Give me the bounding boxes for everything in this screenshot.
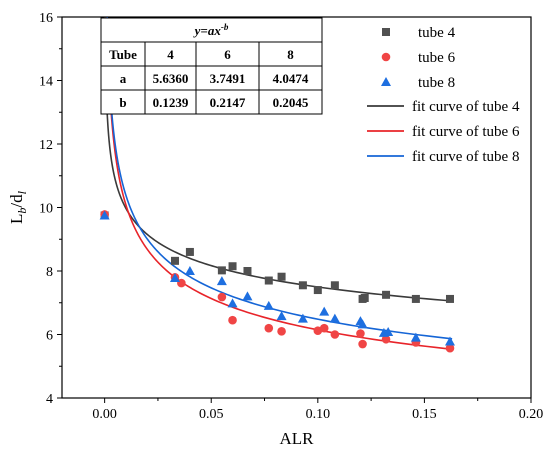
table-cell: 0.1239 [153, 95, 189, 110]
legend-label: tube 4 [418, 25, 456, 41]
data-point-circle [264, 323, 274, 333]
table-cell: 5.6360 [153, 71, 189, 86]
data-point-square [264, 276, 273, 285]
data-point-triangle [184, 266, 195, 275]
x-tick-label: 0.05 [199, 407, 224, 422]
table-cell: 4 [167, 47, 174, 62]
y-title-sub-l: l [15, 190, 29, 194]
axis-ticks: 0.00 0.05 0.10 0.15 0.20 4 6 8 10 12 14 16 [39, 11, 543, 422]
y-tick-label: 12 [39, 138, 53, 153]
legend-marker [381, 52, 391, 62]
data-point-triangle [216, 276, 227, 286]
table-title-base: y=ax [193, 23, 222, 38]
data-point-square [360, 293, 369, 302]
data-point-circle [330, 330, 340, 339]
data-point-square [185, 247, 194, 256]
table-title: y=ax-b [193, 22, 229, 38]
data-point-triangle [169, 272, 180, 282]
data-point-square [170, 256, 179, 265]
legend-item: tube 8 [381, 75, 455, 91]
table-cell: a [120, 71, 127, 86]
data-point-circle [217, 292, 227, 302]
legend: tube 4 tube 6 tube 8 fit curve of tube 4 fit… [367, 25, 520, 165]
table-cell: 0.2045 [273, 95, 309, 110]
legend-label: fit curve of tube 8 [412, 149, 519, 165]
y-tick-label: 8 [46, 265, 53, 280]
legend-item: fit curve of tube 8 [367, 149, 519, 165]
data-point-triangle [319, 306, 330, 316]
table-cell: 3.7491 [210, 71, 246, 86]
data-point-triangle [410, 332, 421, 342]
y-tick-label: 4 [46, 392, 53, 407]
data-point-circle [358, 339, 367, 349]
y-title-sub-b: b [15, 208, 29, 214]
data-point-square [217, 266, 226, 275]
data-point-square [228, 262, 237, 271]
fit-parameter-table: y=ax-b Tube 4 6 8 a 5.6360 3.7491 4.0474 b 0.1239 0… [100, 17, 323, 115]
data-point-triangle [227, 298, 238, 308]
legend-item: fit curve of tube 4 [367, 99, 520, 115]
data-point-square [277, 272, 286, 281]
legend-marker [381, 77, 391, 86]
table-cell: b [119, 95, 126, 110]
legend-item: fit curve of tube 6 [367, 124, 520, 140]
x-tick-label: 0.15 [412, 407, 437, 422]
data-point-triangle [383, 326, 394, 336]
legend-item: tube 6 [381, 50, 456, 66]
data-point-triangle [99, 210, 110, 220]
table-cell: 0.2147 [210, 95, 246, 110]
y-tick-label: 10 [39, 202, 53, 217]
legend-label: tube 8 [418, 75, 455, 91]
y-tick-label: 14 [39, 75, 53, 90]
table-cell: Tube [109, 47, 137, 62]
data-point-square [298, 281, 307, 290]
x-tick-label: 0.20 [519, 407, 544, 422]
y-title-main: L [7, 214, 26, 224]
x-axis-title: ALR [280, 429, 315, 448]
table-cell: 4.0474 [273, 71, 309, 86]
x-tick-label: 0.10 [306, 407, 331, 422]
table-title-exponent: -b [221, 22, 229, 32]
data-point-square [411, 294, 420, 303]
legend-marker [382, 28, 390, 36]
data-point-square [313, 286, 322, 295]
data-point-square [382, 290, 391, 299]
data-point-square [330, 281, 339, 290]
legend-item: tube 4 [382, 25, 456, 41]
legend-label: fit curve of tube 6 [412, 124, 520, 140]
table-cell: 8 [287, 47, 294, 62]
data-point-square [445, 294, 454, 303]
x-tick-label: 0.00 [92, 407, 117, 422]
data-point-circle [277, 327, 286, 336]
data-point-square [243, 267, 252, 275]
table-cell: 6 [224, 47, 231, 62]
data-points [99, 210, 455, 353]
fit-curve [104, 16, 453, 302]
y-title-slash: /d [7, 194, 26, 208]
y-tick-label: 6 [46, 329, 53, 344]
data-point-triangle [242, 291, 253, 301]
data-point-circle [356, 329, 365, 338]
data-point-circle [381, 334, 391, 344]
data-point-triangle [357, 319, 368, 329]
data-point-triangle [263, 300, 274, 310]
y-axis-title: Lb/dl [7, 190, 29, 224]
legend-label: tube 6 [418, 50, 456, 66]
data-point-triangle [297, 313, 308, 323]
data-point-circle [228, 315, 237, 325]
data-point-triangle [444, 336, 455, 346]
y-tick-label: 16 [39, 11, 53, 26]
data-point-circle [319, 323, 329, 333]
data-point-triangle [276, 311, 287, 321]
legend-label: fit curve of tube 4 [412, 99, 520, 115]
data-point-triangle [329, 313, 340, 323]
data-point-circle [445, 343, 455, 353]
